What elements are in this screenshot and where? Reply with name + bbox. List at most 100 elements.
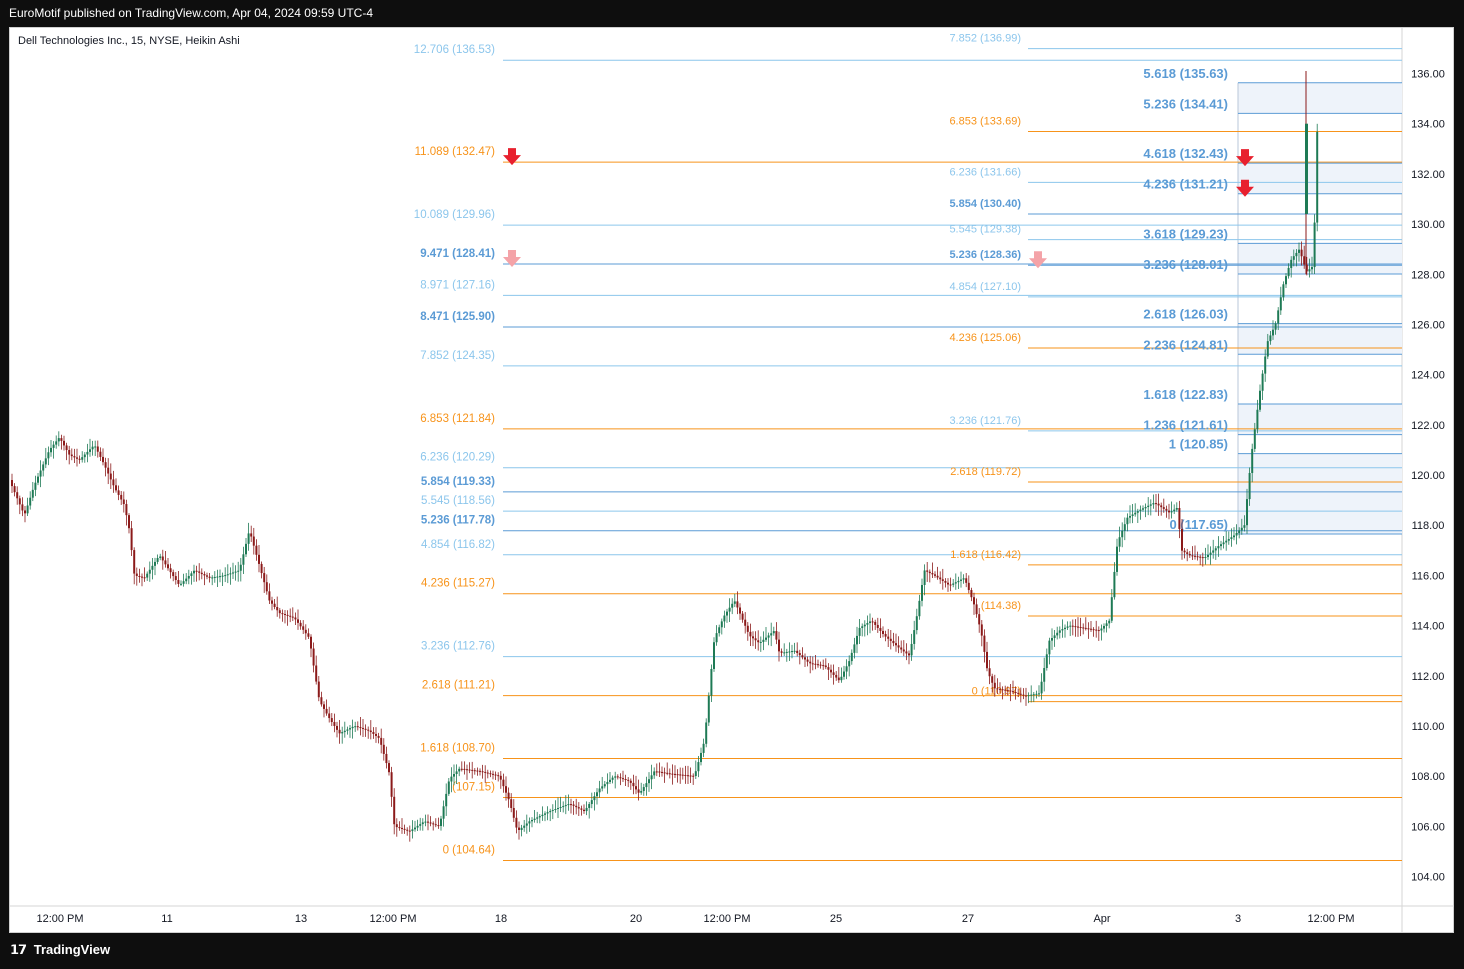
tradingview-logo-icon: 𝟭𝟳 <box>10 942 27 957</box>
candle-body <box>492 773 494 775</box>
candle-body <box>421 822 424 825</box>
candle-body <box>624 779 627 781</box>
candle-body <box>744 619 747 626</box>
candle-body <box>11 480 13 487</box>
candle-body <box>999 688 1001 690</box>
candle-body <box>455 771 458 775</box>
candle-body <box>484 771 487 773</box>
candle-body <box>887 636 890 639</box>
candle-body <box>970 590 973 598</box>
candle-body <box>1157 503 1160 506</box>
candle-body <box>1004 689 1007 691</box>
candle-body <box>702 743 705 753</box>
candle-body <box>991 676 994 683</box>
candle-body <box>310 636 312 649</box>
candle-body <box>1196 556 1199 558</box>
candle-body <box>780 651 783 653</box>
candle-body <box>580 808 583 810</box>
tradingview-footer[interactable]: 𝟭𝟳 TradingView <box>10 942 110 962</box>
candle-body <box>130 528 133 551</box>
candle-body <box>395 824 398 828</box>
candle-body <box>557 808 559 810</box>
fib-level-label: 11.089 (132.47) <box>415 146 496 158</box>
candle-body <box>1048 640 1051 655</box>
candle-body <box>507 792 510 800</box>
candle-body <box>460 768 463 770</box>
candle-body <box>1209 552 1212 555</box>
candle-body <box>372 732 375 734</box>
candle-body <box>497 775 500 777</box>
fib-zone-band <box>1238 323 1402 355</box>
fib-level-label: 4.236 (125.06) <box>949 332 1021 344</box>
candle-body <box>710 668 713 696</box>
candle-body <box>544 813 546 815</box>
candle-body <box>96 446 99 452</box>
fib-level-label: 8.971 (127.16) <box>420 279 495 291</box>
candle-body <box>1022 694 1025 696</box>
candle-body <box>793 650 796 652</box>
candle-body <box>1066 626 1069 628</box>
candle-body <box>320 697 323 705</box>
candle-body <box>161 556 164 561</box>
candle-body <box>1113 571 1116 598</box>
candle-body <box>237 570 240 572</box>
candle-body <box>1165 508 1168 511</box>
time-axis-tick: Apr <box>1093 913 1110 925</box>
candle-body <box>528 821 531 824</box>
candle-body <box>1175 507 1178 510</box>
candle-body <box>939 577 942 580</box>
candle-body <box>476 770 479 772</box>
candle-body <box>39 470 42 477</box>
time-axis-tick: 20 <box>630 913 642 925</box>
candle-body <box>211 577 214 579</box>
candle-body <box>338 729 341 734</box>
candle-body <box>1256 409 1259 430</box>
candle-body <box>286 614 289 616</box>
candle-body <box>385 753 388 764</box>
candle-body <box>674 773 676 775</box>
candle-body <box>1147 505 1150 508</box>
candle-body <box>1134 512 1137 515</box>
candle-body <box>406 829 409 831</box>
candle-body <box>1077 626 1079 628</box>
candle-body <box>629 780 632 783</box>
candle-body <box>60 438 63 441</box>
fib-level-label: 1.618 (108.70) <box>420 743 495 755</box>
candle-body <box>1064 627 1066 630</box>
candle-body <box>349 728 351 730</box>
candle-body <box>546 812 549 814</box>
candle-body <box>479 770 481 772</box>
candle-body <box>640 790 643 793</box>
candle-body <box>398 827 401 829</box>
candle-body <box>622 778 624 780</box>
candle-body <box>1269 335 1272 342</box>
candle-body <box>1136 511 1139 513</box>
candle-body <box>627 779 630 781</box>
candle-body <box>1162 507 1165 509</box>
candle-body <box>1079 627 1082 629</box>
candle-body <box>791 651 793 653</box>
candle-body <box>858 627 861 636</box>
candle-body <box>954 582 957 584</box>
candle-body <box>57 438 60 442</box>
candle-body <box>341 732 344 734</box>
fib-level-label: 5.854 (130.40) <box>949 198 1021 210</box>
candle-body <box>172 572 175 577</box>
candle-body <box>447 781 450 794</box>
candle-body <box>1240 527 1243 531</box>
candle-body <box>632 782 635 787</box>
fib-level-label: 0 (117.65) <box>1169 517 1228 532</box>
down-arrow-icon <box>1236 179 1254 197</box>
candle-body <box>68 450 71 455</box>
chart-frame[interactable] <box>9 27 1454 933</box>
candle-body <box>975 604 978 615</box>
candle-body <box>289 615 292 617</box>
candle-body <box>13 486 16 493</box>
candle-body <box>219 576 221 578</box>
candle-body <box>34 482 37 490</box>
candle-body <box>551 809 554 811</box>
candle-body <box>645 783 648 788</box>
candle-body <box>468 769 471 771</box>
candle-body <box>863 624 866 627</box>
